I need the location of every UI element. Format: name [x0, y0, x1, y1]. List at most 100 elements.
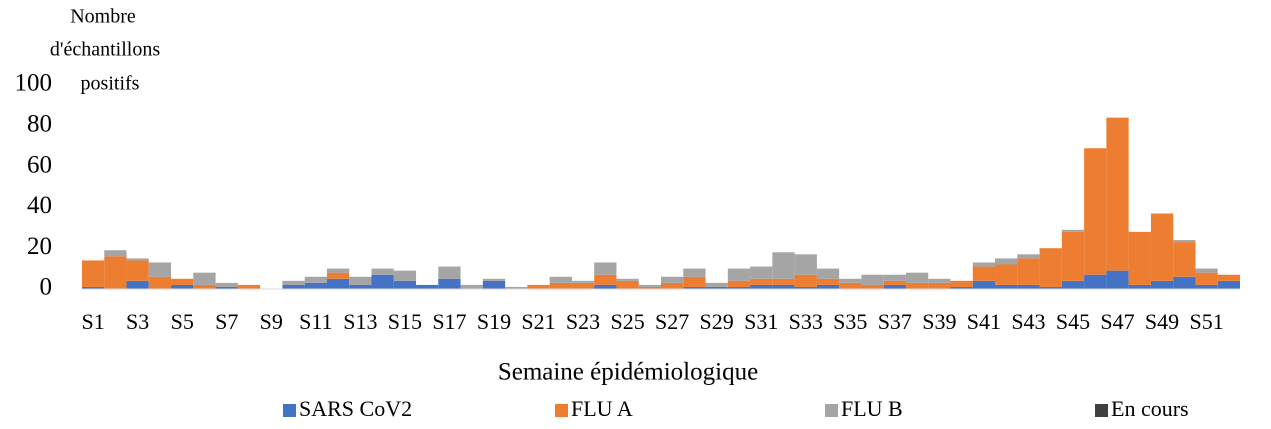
bar-segment: [148, 276, 172, 289]
x-tick-label: S13: [343, 309, 377, 334]
bar-segment: [282, 284, 305, 289]
bar-segment: [371, 274, 394, 289]
bar-segment: [905, 272, 929, 283]
bar-segment: [148, 262, 172, 277]
bar-segment: [1217, 274, 1240, 281]
bar-segment: [1173, 240, 1196, 243]
x-tick-label: S43: [1011, 309, 1045, 334]
x-tick-label: S41: [967, 309, 1001, 334]
bar-segment: [104, 256, 127, 289]
y-tick-label: 100: [15, 70, 53, 97]
bar-segment: [438, 266, 461, 279]
x-tick-label: S51: [1189, 309, 1223, 334]
x-tick-label: S25: [610, 309, 644, 334]
bar-segment: [416, 284, 439, 289]
x-tick-label: S15: [388, 309, 422, 334]
bar-segment: [995, 264, 1018, 285]
bar-segment: [816, 268, 840, 279]
bar-segment: [1128, 284, 1151, 289]
bar-segment: [772, 278, 795, 285]
bar-segment: [839, 278, 862, 283]
x-axis-label: Semaine épidémiologique: [498, 359, 758, 386]
bar-segment: [304, 276, 327, 283]
x-tick-label: S21: [521, 309, 555, 334]
x-tick-label: S1: [82, 309, 105, 334]
bar-segment: [1106, 117, 1129, 271]
bar-segment: [571, 282, 595, 289]
bar-segment: [705, 282, 728, 287]
bar-segment: [1039, 286, 1062, 289]
bar-segment: [171, 284, 194, 289]
bar-segment: [438, 278, 461, 289]
y-axis-label: positifs: [81, 73, 140, 95]
bar-segment: [215, 286, 238, 289]
x-tick-label: S33: [789, 309, 823, 334]
x-tick-label: S11: [299, 309, 332, 334]
x-tick-label: S9: [260, 309, 283, 334]
bar-segment: [883, 284, 906, 289]
x-tick-label: S5: [171, 309, 194, 334]
x-tick-label: S45: [1056, 309, 1090, 334]
bar-segment: [950, 280, 973, 287]
bar-segment: [727, 280, 751, 287]
bar-segment: [1017, 284, 1040, 289]
bar-segment: [594, 262, 617, 275]
bar-segment: [594, 274, 617, 285]
bar-segment: [705, 286, 728, 289]
bar-segment: [972, 280, 996, 289]
x-tick-label: S47: [1100, 309, 1134, 334]
bar-segment: [683, 268, 706, 277]
x-tick-label: S31: [744, 309, 778, 334]
bar-segment: [794, 254, 817, 275]
bar-segment: [1061, 231, 1085, 281]
bar-segment: [750, 278, 773, 285]
bar-segment: [1150, 213, 1174, 281]
x-tick-label: S35: [833, 309, 867, 334]
bar-segment: [171, 278, 194, 285]
x-tick-label: S49: [1145, 309, 1179, 334]
y-tick-label: 40: [27, 192, 52, 219]
bar-segment: [126, 260, 149, 281]
bar-segment: [1173, 276, 1196, 289]
bar-segment: [371, 268, 394, 275]
bar-segment: [126, 258, 149, 261]
y-axis-label: Nombre: [70, 6, 136, 28]
bar-segment: [571, 280, 595, 283]
bar-segment: [905, 282, 929, 289]
bar-segment: [326, 278, 350, 289]
legend-label: FLU B: [841, 396, 903, 421]
bar-segment: [126, 280, 149, 289]
bar-segment: [661, 276, 684, 283]
bar-segment: [995, 284, 1018, 289]
legend-swatch: [555, 404, 568, 417]
bar-segment: [972, 266, 996, 281]
bar-segment: [772, 252, 795, 279]
bar-segment: [883, 274, 906, 281]
bar-segment: [82, 286, 105, 289]
y-tick-label: 0: [40, 274, 53, 301]
bar-segment: [839, 282, 862, 289]
bar-segment: [393, 280, 417, 289]
bar-segment: [215, 282, 238, 287]
bar-segment: [1195, 272, 1218, 285]
x-tick-label: S19: [477, 309, 511, 334]
bar-segment: [193, 284, 216, 289]
legend-label: En cours: [1111, 396, 1189, 421]
y-tick-label: 60: [27, 151, 52, 178]
bar-segment: [1084, 148, 1107, 275]
bar-segment: [326, 272, 350, 279]
bar-segment: [883, 280, 906, 285]
bar-segment: [772, 284, 795, 289]
bar-segment: [304, 282, 327, 289]
bar-segment: [1106, 270, 1129, 289]
bar-segment: [950, 286, 973, 289]
y-tick-label: 80: [27, 111, 52, 138]
legend-label: FLU A: [571, 396, 633, 421]
bar-segment: [661, 282, 684, 289]
legend-label: SARS CoV2: [299, 396, 412, 421]
x-tick-label: S39: [922, 309, 956, 334]
legend-swatch: [283, 404, 296, 417]
bar-segment: [861, 284, 884, 289]
x-tick-label: S17: [432, 309, 466, 334]
